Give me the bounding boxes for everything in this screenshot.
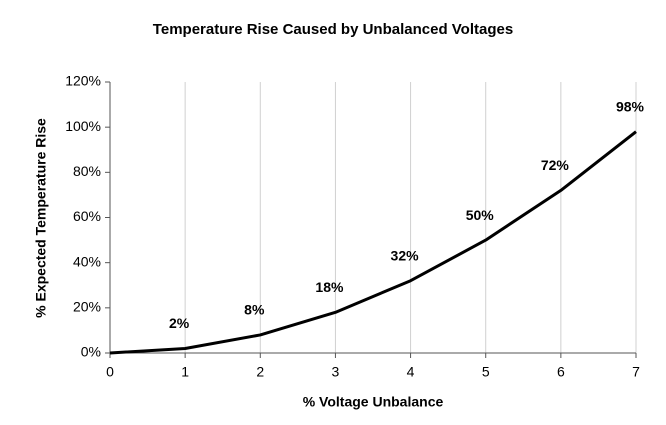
x-tick-label: 6 bbox=[557, 364, 565, 380]
data-label: 8% bbox=[244, 302, 265, 318]
data-label: 50% bbox=[466, 207, 495, 223]
chart-title: Temperature Rise Caused by Unbalanced Vo… bbox=[153, 21, 513, 38]
data-label: 2% bbox=[169, 315, 190, 331]
y-tick-label: 20% bbox=[73, 299, 101, 315]
y-tick-label: 40% bbox=[73, 253, 101, 269]
x-tick-label: 4 bbox=[407, 364, 415, 380]
data-label: 18% bbox=[315, 279, 344, 295]
x-tick-label: 7 bbox=[632, 364, 640, 380]
x-axis-title: % Voltage Unbalance bbox=[303, 394, 444, 410]
y-tick-label: 60% bbox=[73, 208, 101, 224]
x-tick-label: 3 bbox=[332, 364, 340, 380]
data-line bbox=[109, 130, 637, 355]
x-tick-label: 1 bbox=[181, 364, 189, 380]
y-tick-label: 80% bbox=[73, 163, 101, 179]
y-tick-label: 120% bbox=[65, 73, 101, 89]
x-tick-label: 0 bbox=[106, 364, 114, 380]
y-axis-title: % Expected Temperature Rise bbox=[33, 118, 49, 318]
x-tick-label: 5 bbox=[482, 364, 490, 380]
data-label: 72% bbox=[541, 157, 570, 173]
x-tick-label: 2 bbox=[256, 364, 264, 380]
data-label: 32% bbox=[391, 247, 420, 263]
y-tick-label: 0% bbox=[81, 344, 101, 360]
data-label: 98% bbox=[616, 98, 645, 114]
y-tick-label: 100% bbox=[65, 118, 101, 134]
